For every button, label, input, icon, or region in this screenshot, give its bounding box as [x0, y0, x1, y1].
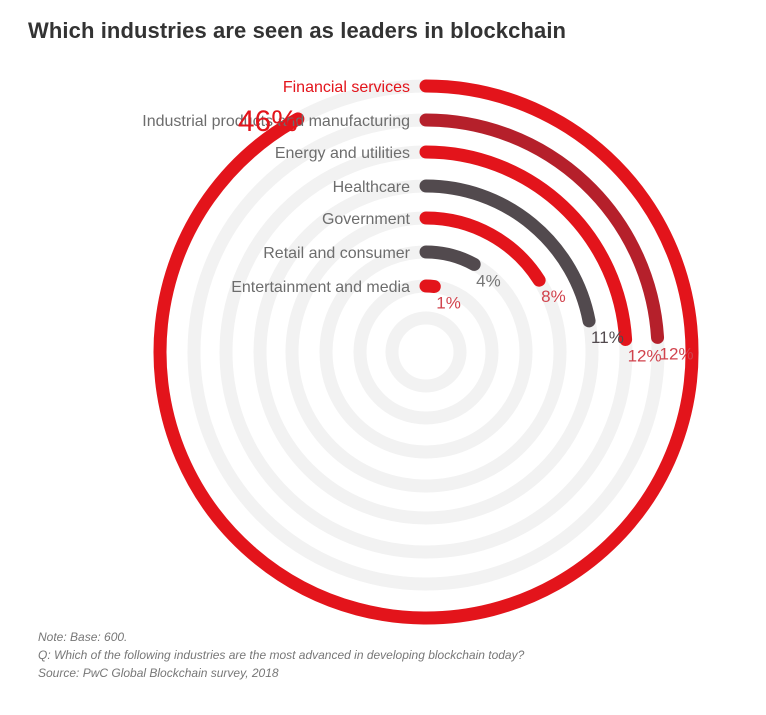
value-label-healthcare: 11%: [591, 328, 624, 347]
bar-energy-and-utilities: [419, 145, 633, 346]
bars-group: [153, 79, 699, 625]
bar-industrial-products-and-manufacturing: [419, 113, 665, 344]
bar-financial-services: [153, 79, 699, 625]
bar-healthcare: [419, 179, 596, 328]
value-label-industrial-products-and-manufacturing: 12%: [660, 344, 694, 363]
category-label-healthcare: Healthcare: [333, 179, 410, 196]
ring-track: [385, 311, 467, 393]
category-labels: Financial services Industrial products an…: [142, 79, 410, 296]
category-label-financial-services: Financial services: [283, 79, 410, 96]
value-label-entertainment-and-media: 1%: [436, 294, 461, 313]
value-label-energy-and-utilities: 12%: [628, 346, 662, 365]
chart-title: Which industries are seen as leaders in …: [28, 18, 567, 43]
category-label-energy-and-utilities: Energy and utilities: [275, 145, 410, 162]
ring-track: [353, 279, 499, 425]
bar-retail-and-consumer: [419, 245, 481, 271]
value-labels: 46%12%12%11%8%4%1%: [238, 105, 694, 366]
value-label-financial-services: 46%: [238, 105, 298, 138]
value-label-government: 8%: [541, 287, 566, 306]
note-base: Note: Base: 600.: [38, 630, 128, 644]
note-source: Source: PwC Global Blockchain survey, 20…: [38, 666, 279, 680]
category-label-retail-and-consumer: Retail and consumer: [263, 245, 410, 262]
note-question: Q: Which of the following industries are…: [38, 648, 525, 662]
value-label-retail-and-consumer: 4%: [476, 271, 501, 290]
bar-government: [419, 211, 546, 287]
category-label-industrial-products-and-manufacturing: Industrial products and manufacturing: [142, 113, 410, 130]
bar-entertainment-and-media: [419, 279, 441, 294]
category-label-government: Government: [322, 211, 411, 228]
category-label-entertainment-and-media: Entertainment and media: [231, 279, 410, 296]
chart-notes: Note: Base: 600. Q: Which of the followi…: [38, 628, 524, 682]
